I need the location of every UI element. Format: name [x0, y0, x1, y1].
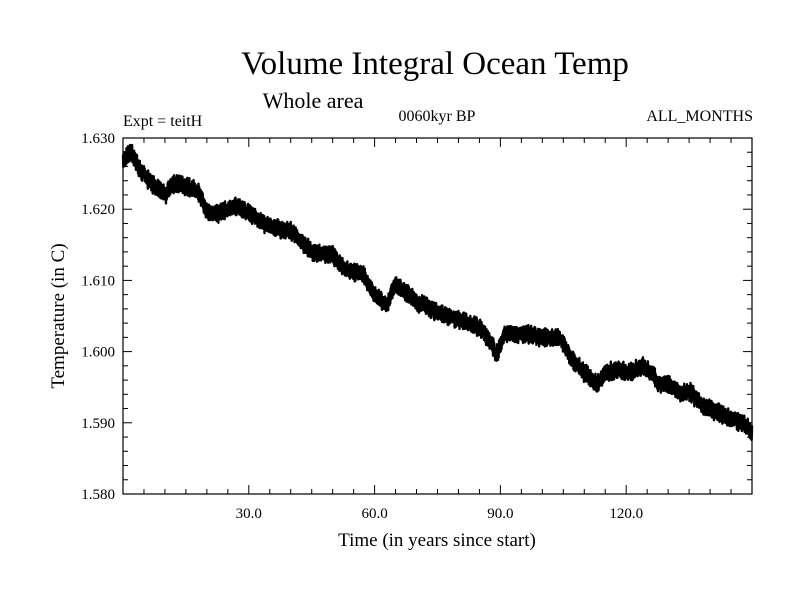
x-tick-label: 60.0 — [361, 506, 387, 522]
x-tick-label: 120.0 — [609, 506, 643, 522]
chart-title: Volume Integral Ocean Temp — [241, 46, 629, 82]
x-tick-label: 30.0 — [236, 506, 262, 522]
y-tick-label: 1.590 — [81, 416, 115, 432]
x-axis-label: Time (in years since start) — [338, 530, 536, 551]
axis-ticks — [123, 138, 752, 494]
months-label: ALL_MONTHS — [646, 108, 753, 125]
y-tick-label: 1.600 — [81, 345, 115, 361]
y-tick-label: 1.580 — [81, 487, 115, 503]
y-tick-label: 1.610 — [81, 273, 115, 289]
period-label: 0060kyr BP — [399, 108, 476, 125]
chart-subtitle: Whole area — [263, 88, 364, 113]
y-tick-label: 1.620 — [81, 202, 115, 218]
temperature-series-line — [121, 143, 754, 442]
tick-labels: 30.0 60.0 90.0 120.0 1.580 1.590 1.600 1.610 1.6… — [81, 131, 643, 522]
y-tick-label: 1.630 — [81, 131, 115, 147]
experiment-label: Expt = teitH — [123, 113, 203, 130]
y-axis-label: Temperature (in C) — [48, 243, 69, 388]
x-tick-label: 90.0 — [487, 506, 513, 522]
